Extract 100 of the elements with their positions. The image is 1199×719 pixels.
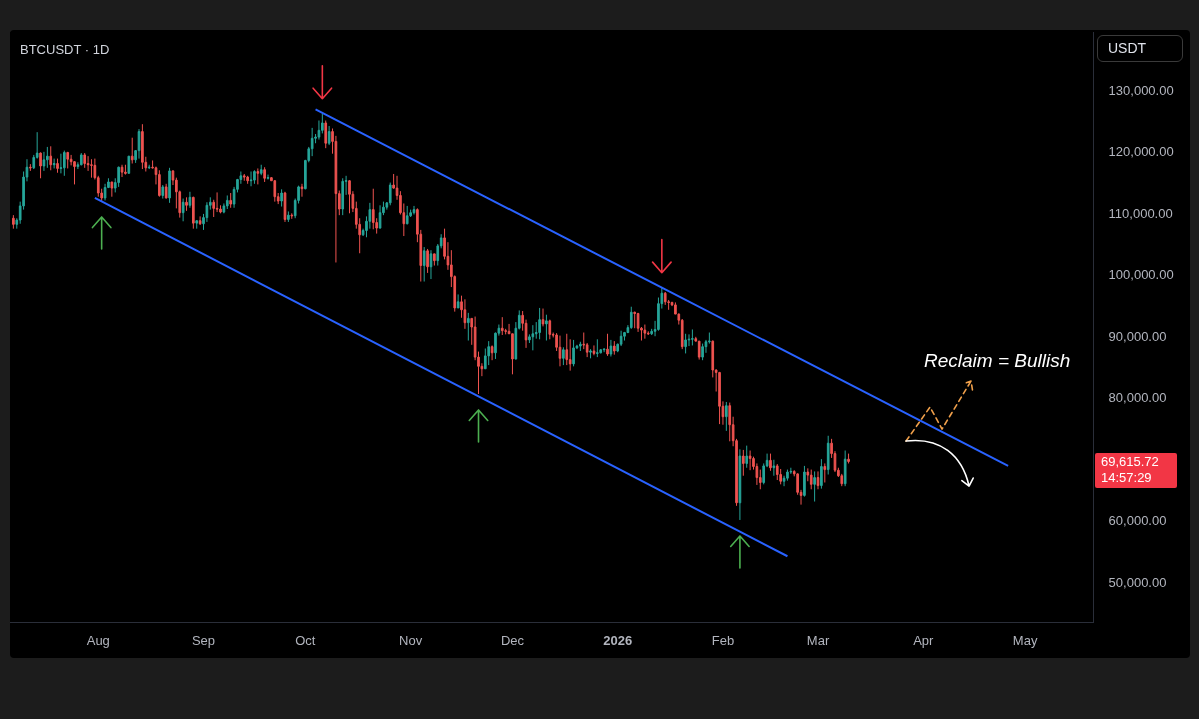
candlestick (691, 328, 694, 346)
candlestick (629, 306, 633, 330)
candlestick (684, 333, 687, 354)
candlestick (633, 311, 637, 329)
x-tick-label: Oct (295, 632, 316, 648)
candlestick (779, 468, 782, 485)
candlestick (809, 469, 813, 490)
candlestick (59, 153, 63, 174)
candlestick (158, 169, 161, 198)
candlestick (606, 333, 609, 357)
candlestick (541, 308, 545, 327)
candlestick (500, 316, 504, 336)
currency-button: USDT (1097, 35, 1183, 62)
candlestick (263, 166, 266, 183)
candlestick (701, 343, 704, 361)
y-tick-label: 100,000.00 (1108, 267, 1174, 283)
candlestick (813, 470, 816, 503)
candlestick (66, 151, 70, 169)
x-tick-label: Feb (711, 632, 735, 648)
candlestick (422, 246, 426, 283)
candlestick (120, 164, 124, 178)
candlestick (463, 298, 467, 330)
candlestick (12, 214, 15, 230)
candlestick (568, 338, 572, 372)
candlestick (572, 339, 575, 367)
candlestick (741, 449, 745, 477)
candlestick (697, 340, 701, 361)
candlestick (579, 341, 582, 352)
candlestick (412, 205, 416, 216)
candlestick (253, 169, 256, 185)
x-tick-label: Mar (806, 632, 830, 648)
candlestick (141, 123, 144, 170)
candlestick (558, 335, 562, 367)
candlestick (168, 167, 171, 204)
x-tick-label: May (1012, 632, 1038, 648)
candlestick (287, 210, 290, 223)
candlestick (426, 248, 429, 274)
annotation: Reclaim = Bullish (924, 350, 1071, 371)
candlestick (775, 463, 779, 481)
candlestick (90, 158, 93, 179)
y-tick-label: 80,000.00 (1108, 390, 1167, 406)
candlestick (242, 173, 246, 182)
candlestick (83, 152, 87, 169)
y-tick-label: 120,000.00 (1108, 144, 1174, 160)
candlestick (725, 401, 728, 432)
candlestick (46, 146, 49, 169)
candlestick (772, 459, 776, 477)
candlestick (229, 192, 233, 209)
candlestick (820, 458, 823, 490)
candlestick (79, 152, 83, 166)
line-series (93, 196, 789, 558)
candlestick (490, 344, 494, 361)
candlestick (42, 151, 46, 172)
candlestick (290, 212, 294, 220)
candlestick (548, 319, 552, 340)
candlestick (843, 450, 847, 487)
candlestick (728, 402, 732, 442)
candlestick (137, 128, 141, 160)
candlestick (259, 164, 263, 176)
candlestick (738, 448, 742, 521)
candlestick (429, 249, 433, 280)
candlestick (663, 291, 667, 306)
candlestick (405, 205, 409, 225)
candlestick (847, 453, 850, 464)
candlestick (256, 167, 260, 185)
x-tick-label: Aug (86, 632, 110, 648)
candlestick (52, 158, 56, 169)
candlestick (745, 445, 749, 469)
candlestick (110, 181, 114, 198)
candlestick (273, 179, 277, 203)
candlestick (602, 348, 606, 353)
candlestick (748, 450, 752, 471)
candlestick (823, 462, 827, 483)
candlestick (62, 150, 66, 177)
candlestick (56, 158, 59, 174)
candlestick (300, 183, 304, 198)
candlestick (589, 348, 592, 359)
candlestick (718, 371, 721, 425)
candlestick (124, 164, 127, 176)
candlestick (117, 166, 120, 188)
candlestick (769, 453, 772, 472)
candlestick (531, 324, 535, 351)
candlestick (348, 179, 351, 214)
candlestick (161, 184, 165, 200)
candlestick (592, 344, 596, 356)
candlestick (371, 188, 375, 230)
candlestick (341, 177, 345, 216)
candlestick (198, 215, 202, 226)
candlestick (388, 182, 392, 206)
candlestick (280, 188, 283, 208)
candlestick (185, 196, 188, 212)
candlestick (215, 191, 219, 213)
candlestick (803, 465, 806, 498)
candlestick (596, 338, 599, 358)
candlestick (147, 164, 151, 170)
y-tick-label: 130,000.00 (1108, 82, 1174, 98)
candlestick (246, 175, 249, 185)
candlestick (487, 340, 491, 366)
candlestick (49, 145, 53, 171)
candlestick (545, 314, 548, 342)
